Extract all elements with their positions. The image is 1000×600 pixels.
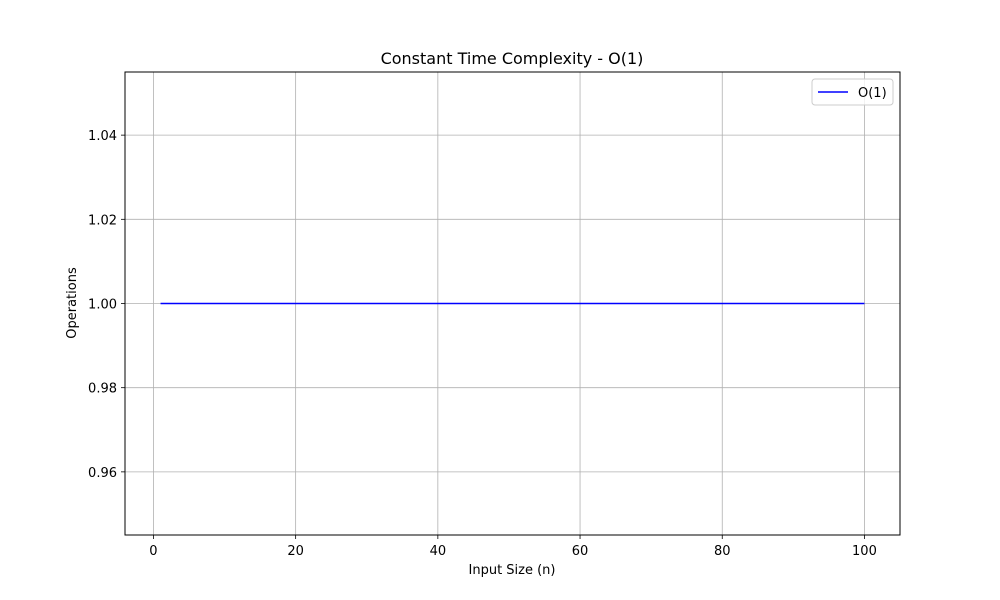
y-axis-ticks: 0.96 0.98 1.00 1.02 1.04 [88,129,125,481]
x-tick-label: 100 [852,544,877,559]
x-axis-ticks: 0 20 40 60 80 100 [149,535,877,559]
x-tick-label: 80 [714,544,731,559]
y-tick-label: 1.02 [88,213,117,228]
legend-box [811,78,894,106]
legend: O(1) [811,78,894,106]
x-tick-label: 40 [430,544,447,559]
chart-title: Constant Time Complexity - O(1) [381,49,644,68]
y-tick-label: 1.00 [88,298,117,313]
x-tick-label: 60 [572,544,589,559]
x-tick-label: 0 [149,544,157,559]
y-tick-label: 0.96 [88,466,117,481]
x-tick-label: 20 [287,544,304,559]
x-axis-label: Input Size (n) [469,563,556,578]
y-axis-label: Operations [65,267,80,339]
legend-label-o1: O(1) [858,86,887,101]
y-tick-label: 0.98 [88,382,117,397]
y-tick-label: 1.04 [88,129,117,144]
